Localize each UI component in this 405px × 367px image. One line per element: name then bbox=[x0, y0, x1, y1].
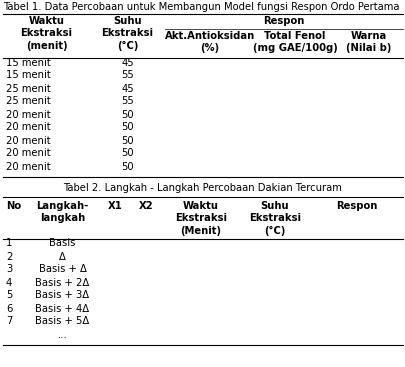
Text: 15 menit: 15 menit bbox=[6, 70, 51, 80]
Text: Basis + 3Δ: Basis + 3Δ bbox=[35, 291, 90, 301]
Text: 20 menit: 20 menit bbox=[6, 149, 51, 159]
Text: 25 menit: 25 menit bbox=[6, 97, 51, 106]
Text: 50: 50 bbox=[121, 123, 134, 132]
Text: Respon: Respon bbox=[263, 16, 304, 26]
Text: 20 menit: 20 menit bbox=[6, 109, 51, 120]
Text: 20 menit: 20 menit bbox=[6, 123, 51, 132]
Text: Akt.Antioksidan
(%): Akt.Antioksidan (%) bbox=[164, 31, 254, 54]
Text: Suhu
Ekstraksi
(°C): Suhu Ekstraksi (°C) bbox=[248, 201, 300, 236]
Text: 45: 45 bbox=[121, 58, 134, 68]
Text: 50: 50 bbox=[121, 161, 134, 171]
Text: 1: 1 bbox=[6, 239, 12, 248]
Text: Basis + 2Δ: Basis + 2Δ bbox=[35, 277, 90, 287]
Text: 55: 55 bbox=[121, 97, 134, 106]
Text: Tabel 2. Langkah - Langkah Percobaan Dakian Tercuram: Tabel 2. Langkah - Langkah Percobaan Dak… bbox=[64, 183, 341, 193]
Text: No: No bbox=[6, 201, 21, 211]
Text: Waktu
Ekstraksi
(menit): Waktu Ekstraksi (menit) bbox=[20, 16, 72, 51]
Text: Basis + 5Δ: Basis + 5Δ bbox=[35, 316, 90, 327]
Text: 50: 50 bbox=[121, 135, 134, 145]
Text: 3: 3 bbox=[6, 265, 12, 275]
Text: 2: 2 bbox=[6, 251, 12, 262]
Text: Waktu
Ekstraksi
(Menit): Waktu Ekstraksi (Menit) bbox=[175, 201, 226, 236]
Text: 15 menit: 15 menit bbox=[6, 58, 51, 68]
Text: 7: 7 bbox=[6, 316, 12, 327]
Text: Basis + Δ: Basis + Δ bbox=[38, 265, 86, 275]
Text: 5: 5 bbox=[6, 291, 12, 301]
Text: Warna
(Nilai b): Warna (Nilai b) bbox=[345, 31, 391, 54]
Text: X2: X2 bbox=[139, 201, 153, 211]
Text: 45: 45 bbox=[121, 84, 134, 94]
Text: Tabel 1. Data Percobaan untuk Membangun Model fungsi Respon Ordo Pertama: Tabel 1. Data Percobaan untuk Membangun … bbox=[3, 2, 399, 12]
Text: Basis: Basis bbox=[49, 239, 75, 248]
Text: Δ: Δ bbox=[59, 251, 66, 262]
Text: ...: ... bbox=[58, 330, 67, 339]
Text: 20 menit: 20 menit bbox=[6, 161, 51, 171]
Text: X1: X1 bbox=[107, 201, 122, 211]
Text: Respon: Respon bbox=[335, 201, 376, 211]
Text: 55: 55 bbox=[121, 70, 134, 80]
Text: 25 menit: 25 menit bbox=[6, 84, 51, 94]
Text: Basis + 4Δ: Basis + 4Δ bbox=[35, 304, 90, 313]
Text: 50: 50 bbox=[121, 149, 134, 159]
Text: Total Fenol
(mg GAE/100g): Total Fenol (mg GAE/100g) bbox=[252, 31, 337, 54]
Text: 4: 4 bbox=[6, 277, 12, 287]
Text: Suhu
Ekstraksi
(°C): Suhu Ekstraksi (°C) bbox=[101, 16, 153, 51]
Text: Langkah-
langkah: Langkah- langkah bbox=[36, 201, 88, 224]
Text: 50: 50 bbox=[121, 109, 134, 120]
Text: 20 menit: 20 menit bbox=[6, 135, 51, 145]
Text: 6: 6 bbox=[6, 304, 12, 313]
